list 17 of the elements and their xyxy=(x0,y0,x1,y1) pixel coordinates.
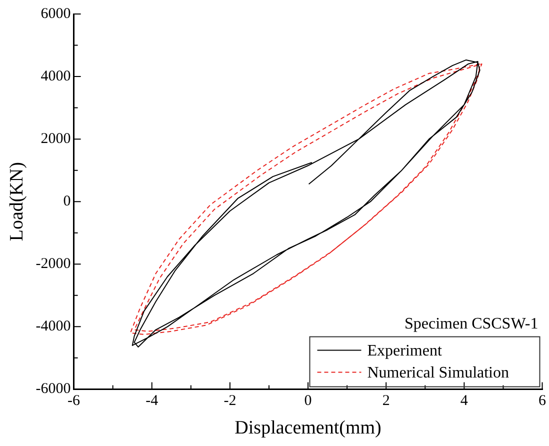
y-tick-label: 0 xyxy=(63,194,71,210)
y-tick-label: -2000 xyxy=(36,256,71,272)
y-tick-label: 6000 xyxy=(40,6,71,22)
x-tick-label: 2 xyxy=(382,393,390,410)
annotation: Specimen CSCSW-1 xyxy=(404,315,538,332)
y-tick-label: 4000 xyxy=(40,68,71,84)
x-tick-label: -4 xyxy=(146,393,159,410)
x-tick-label: -2 xyxy=(224,393,236,410)
legend-label: Experiment xyxy=(367,342,442,360)
legend-label: Numerical Simulation xyxy=(367,364,509,382)
y-axis-title: Load(KN) xyxy=(6,162,28,242)
x-tick-label: 0 xyxy=(304,393,312,410)
x-tick-label: 4 xyxy=(460,393,468,410)
y-tick-label: 2000 xyxy=(40,131,71,148)
x-tick-label: 6 xyxy=(538,393,546,410)
x-axis-title: Displacement(mm) xyxy=(234,418,382,439)
y-tick-label: -4000 xyxy=(36,318,71,335)
